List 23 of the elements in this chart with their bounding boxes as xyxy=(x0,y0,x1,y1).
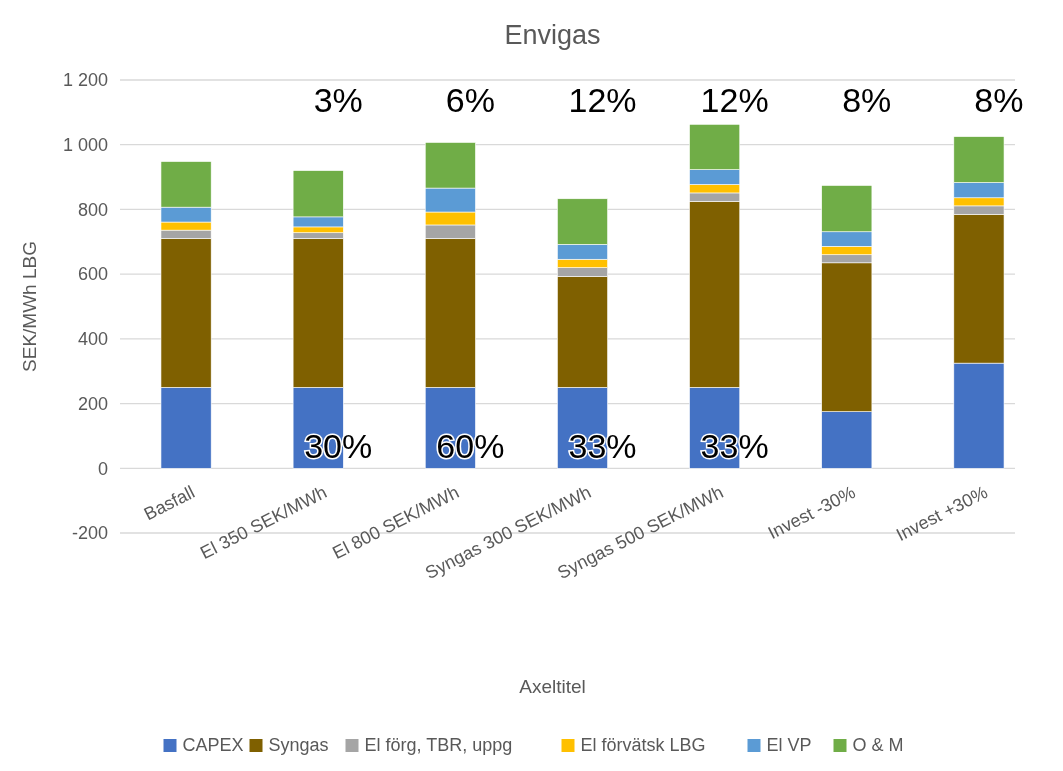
annotation: 12% xyxy=(700,80,769,119)
y-tick-label: 800 xyxy=(77,199,108,220)
legend-label: CAPEX xyxy=(182,735,244,755)
annotation: 3% xyxy=(313,80,363,119)
x-axis-title: Axeltitel xyxy=(519,676,586,697)
y-tick-label: -200 xyxy=(71,523,108,544)
annotation: 8% xyxy=(842,80,892,119)
y-axis-title: SEK/MWh LBG xyxy=(19,241,40,372)
annotation: 6% xyxy=(445,80,495,119)
legend-label: O & M xyxy=(852,735,904,755)
legend-label: El VP xyxy=(766,735,812,755)
legend-label: Syngas xyxy=(268,735,329,755)
chart-title: Envigas xyxy=(504,20,601,50)
y-tick-label: 200 xyxy=(77,393,108,414)
y-tick-label: 0 xyxy=(97,458,108,479)
annotation: 12% xyxy=(568,80,637,119)
legend-label: El förg, TBR, uppg xyxy=(364,735,513,755)
legend-label: El förvätsk LBG xyxy=(580,735,706,755)
annotation: 8% xyxy=(974,80,1024,119)
y-tick-label: 400 xyxy=(77,329,108,350)
y-tick-label: 600 xyxy=(77,264,108,285)
y-tick-label: 1 200 xyxy=(62,70,108,91)
y-tick-label: 1 000 xyxy=(62,135,108,156)
